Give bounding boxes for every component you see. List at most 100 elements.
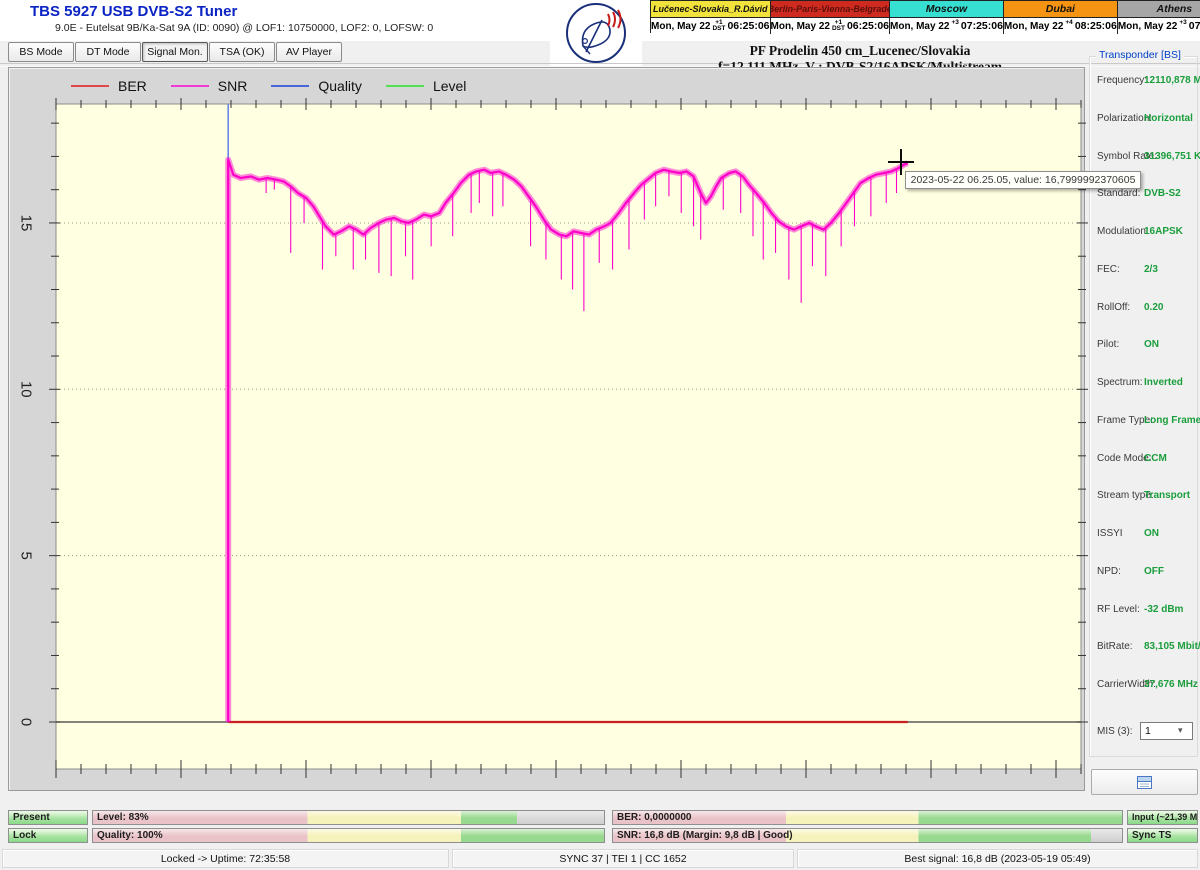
stream-list-button[interactable] (1091, 769, 1198, 795)
legend-line-swatch (170, 85, 209, 87)
clock-time: 07:25:06 (1188, 20, 1200, 32)
clock-date: Mon, May 22 (1117, 20, 1178, 32)
clock-utc-offset: +1 DST (712, 18, 726, 32)
progress-bar-present: Present (8, 810, 88, 825)
progress-bar-label: Input (~21,39 Mbps) (1132, 812, 1198, 822)
transponder-row-value: ON (1144, 528, 1159, 539)
progress-bar-label: BER: 0,0000000 (617, 812, 692, 823)
clock-utc-offset: +4 (1065, 18, 1073, 26)
tab-tsa-ok-[interactable]: TSA (OK) (209, 42, 275, 62)
transponder-row-label: Standard: (1097, 188, 1141, 199)
clock-date: Mon, May 22 (770, 20, 830, 32)
transponder-row-fec: FEC: 2/3 (1097, 264, 1197, 278)
clock-time: 06:25:06 (727, 20, 770, 32)
transponder-row-value: 31396,751 KS/s (1144, 151, 1200, 162)
legend-item-snr: SNR (170, 78, 248, 94)
signal-chart-panel: BER SNR Quality Level 0 5 10 15 (8, 67, 1088, 791)
transponder-row-value: 12110,878 MHz (1144, 75, 1200, 86)
clock-utc-offset: +1 DST (831, 18, 845, 32)
transponder-row-label: ISSYI (1097, 528, 1123, 539)
clock-utc-offset: +3 (1179, 18, 1187, 26)
value-tooltip: 2023-05-22 06.25.05, value: 16,799999237… (904, 171, 1142, 190)
tabstrip-divider (0, 63, 1200, 67)
mis-dropdown[interactable]: 1 (1140, 722, 1193, 740)
transponder-row-value: Transport (1144, 490, 1191, 501)
progress-bar-level: Level: 83% (92, 810, 605, 825)
transponder-row-frametype: Frame Type: Long Frame (1097, 415, 1200, 429)
clock-date: Mon, May 22 (651, 20, 711, 32)
transponder-row-value: 83,105 Mbit/s (1144, 641, 1200, 652)
statusbar-cell-0: Locked -> Uptime: 72:35:58 (2, 849, 449, 868)
clock-date: Mon, May 22 (1003, 20, 1064, 32)
transponder-row-label: CarrierWidth: (1097, 679, 1156, 690)
transponder-row-label: NPD: (1097, 566, 1121, 577)
tab-signal-mon-[interactable]: Signal Mon. (142, 42, 208, 62)
progress-bar-quality: Quality: 100% (92, 828, 605, 843)
clock-city-header: Berlin-Paris-Vienna-Belgrade (769, 1, 889, 18)
tab-dt-mode[interactable]: DT Mode (75, 42, 141, 62)
transponder-row-label: RollOff: (1097, 302, 1131, 313)
y-axis-tick-label: 15 (18, 215, 35, 232)
transponder-row-label: Stream type: (1097, 490, 1154, 501)
mis-dropdown-value: 1 (1145, 725, 1151, 737)
progress-bar-label: Present (13, 812, 50, 823)
satellite-dish-icon (566, 3, 626, 63)
legend-label: SNR (217, 78, 248, 94)
transponder-row-frequency: Frequency:12110,878 MHz (1097, 75, 1200, 89)
transponder-row-bitrate: BitRate: 83,105 Mbit/s (1097, 641, 1200, 655)
transponder-row-value: DVB-S2 (1144, 188, 1181, 199)
y-axis-tick-label: 0 (18, 718, 35, 726)
progress-bar-lock: Lock (8, 828, 88, 843)
legend-line-swatch (385, 85, 424, 87)
signal-plot[interactable]: 0 5 10 15 (18, 98, 1088, 778)
clock-utc-offset: +3 (951, 18, 959, 26)
mode-tabstrip: BS Mode DT Mode Signal Mon. TSA (OK) AV Play… (8, 42, 343, 62)
transponder-row-label: Spectrum: (1097, 377, 1143, 388)
transponder-row-rflevel: RF Level: -32 dBm (1097, 604, 1197, 618)
transponder-row-value: 2/3 (1144, 264, 1158, 275)
tab-bs-mode[interactable]: BS Mode (8, 42, 74, 62)
transponder-row-label: Frame Type: (1097, 415, 1153, 426)
clock-time: 07:25:06 (960, 20, 1003, 32)
transponder-row-value: Long Frame (1144, 415, 1200, 426)
legend-item-ber: BER (71, 78, 147, 94)
transponder-row-issyi: ISSYI ON (1097, 528, 1197, 542)
clock-city-header: Athens (1116, 1, 1200, 18)
clock-time: 06:25:06 (846, 20, 889, 32)
clock-time-cell: Mon, May 22+3 07:25:06 (889, 18, 1003, 34)
progress-bar-label: SNR: 16,8 dB (Margin: 9,8 dB | Good) (617, 830, 793, 841)
world-clock-strip: Lučenec-Slovakia_R.Dávid Berlin-Paris-Vie… (650, 0, 1200, 34)
window-list-icon (1137, 775, 1152, 789)
transponder-row-label: Frequency: (1097, 75, 1148, 86)
transponder-row-label: FEC: (1097, 264, 1120, 275)
transponder-row-codemode: Code Mode: CCM (1097, 453, 1197, 467)
transponder-row-label: Pilot: (1097, 339, 1120, 350)
transponder-row-value: 16APSK (1144, 226, 1183, 237)
chevron-down-icon[interactable]: ▾ (1178, 725, 1183, 735)
transponder-row-modulation: Modulation: 16APSK (1097, 226, 1197, 240)
progress-bar-input: Input (~21,39 Mbps) (1127, 810, 1198, 825)
clock-time-cell: Mon, May 22 +1 DST 06:25:06 (651, 18, 770, 34)
tab-av-player[interactable]: AV Player (276, 42, 342, 62)
clock-city-header: Dubai (1002, 1, 1117, 18)
transponder-row-symbolrate: Symbol Rate:31396,751 KS/s (1097, 151, 1200, 165)
transponder-title: Transponder [BS] (1096, 49, 1184, 61)
transponder-row-npd: NPD: OFF (1097, 566, 1197, 580)
transponder-row-label: Modulation: (1097, 226, 1149, 237)
legend-item-quality: Quality (271, 78, 362, 94)
clock-date: Mon, May 22 (890, 20, 950, 32)
statusbar-cell-1: SYNC 37 | TEI 1 | CC 1652 (452, 849, 794, 868)
progress-bar-label: Sync TS (1132, 830, 1172, 841)
transponder-row-value: ON (1144, 339, 1159, 350)
clock-time-cell: Mon, May 22 +4 08:25:06 (1002, 18, 1117, 34)
legend-label: Level (432, 78, 467, 94)
chart-heading-line1: PF Prodelin 450 cm_Lucenec/Slovakia (749, 43, 971, 58)
y-axis-tick-label: 10 (18, 381, 35, 398)
progress-bar-label: Lock (13, 830, 37, 841)
tuner-subtitle: 9.0E - Eutelsat 9B/Ka-Sat 9A (ID: 0090) … (55, 22, 434, 34)
legend-item-level: Level (385, 78, 467, 94)
progress-bar-label: Quality: 100% (97, 830, 163, 841)
window-title: TBS 5927 USB DVB-S2 Tuner (30, 3, 238, 20)
progress-bar-ber: BER: 0,0000000 (612, 810, 1123, 825)
transponder-row-pilot: Pilot: ON (1097, 339, 1197, 353)
